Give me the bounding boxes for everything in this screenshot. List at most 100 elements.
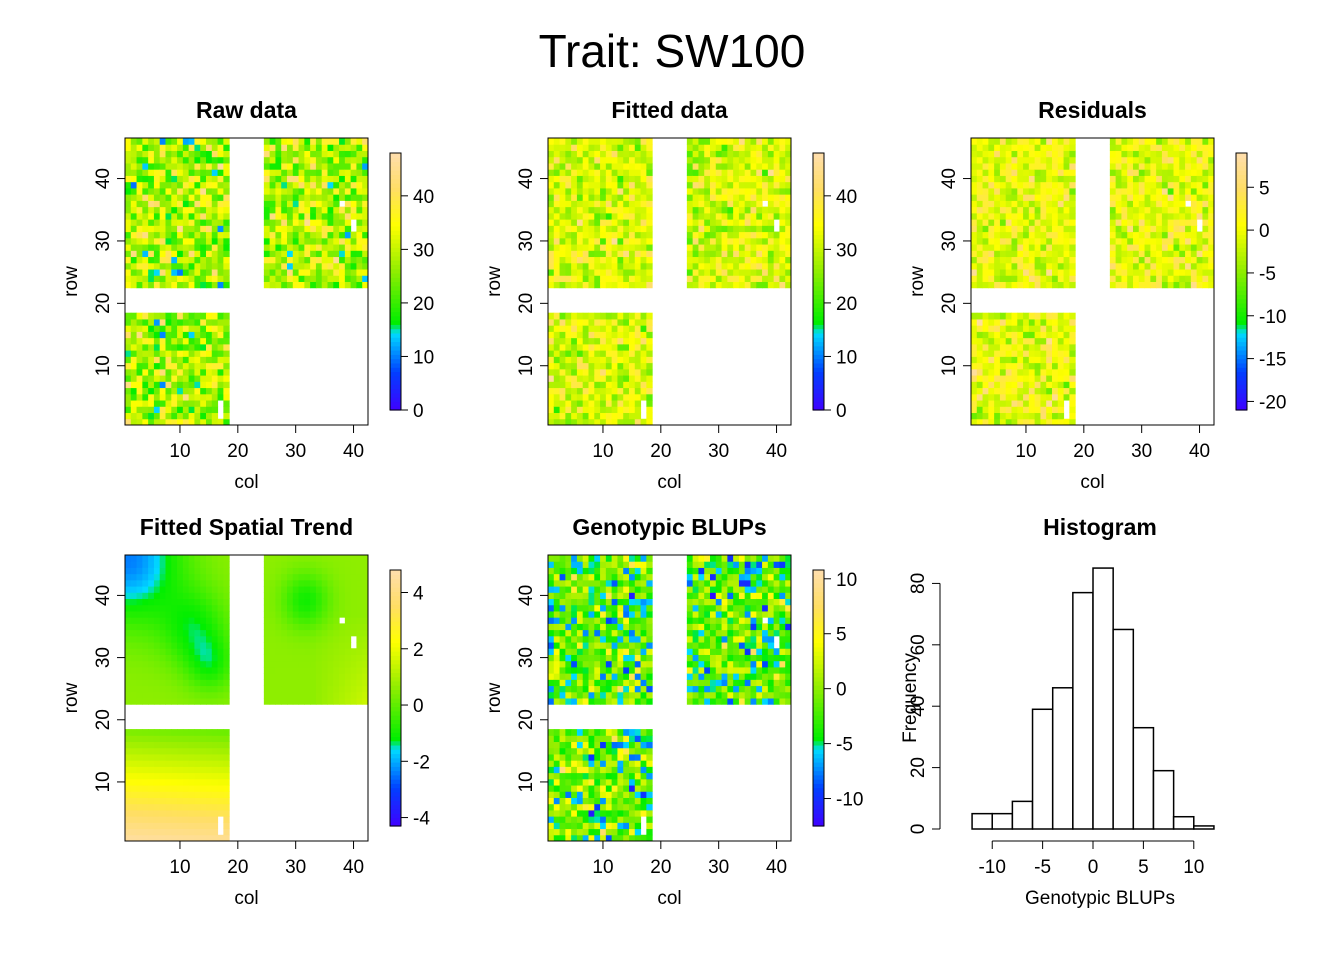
heatmap-cell — [634, 237, 642, 245]
heatmap-cell — [1063, 343, 1070, 351]
heatmap-cell — [756, 244, 763, 251]
heatmap-cell — [315, 598, 323, 606]
heatmap-cell — [1161, 275, 1169, 282]
heatmap-cell — [767, 225, 775, 233]
heatmap-cell — [1063, 325, 1070, 332]
heatmap-cell — [159, 685, 166, 693]
heatmap-cell — [182, 766, 190, 774]
heatmap-cell — [223, 331, 230, 339]
heatmap-cell — [153, 610, 161, 618]
heatmap-cell — [344, 237, 352, 245]
heatmap-cell — [275, 262, 282, 270]
colorbar-segment — [390, 401, 401, 407]
heatmap-cell — [1202, 225, 1209, 233]
heatmap-cell — [159, 592, 166, 600]
heatmap-cell — [686, 212, 694, 220]
heatmap-cell — [194, 256, 201, 264]
heatmap-cell — [559, 356, 566, 364]
heatmap-cell — [600, 175, 607, 183]
heatmap-cell — [362, 194, 369, 201]
heatmap-cell — [159, 150, 166, 158]
heatmap-cell — [304, 679, 311, 687]
heatmap-cell — [194, 685, 201, 693]
heatmap-cell — [576, 256, 584, 264]
heatmap-cell — [269, 144, 276, 151]
heatmap-cell — [206, 598, 213, 606]
heatmap-cell — [315, 250, 323, 258]
heatmap-cell — [211, 648, 219, 655]
heatmap-cell — [976, 262, 984, 270]
heatmap-cell — [206, 212, 213, 220]
heatmap-cell — [281, 604, 288, 612]
heatmap-cell — [576, 250, 584, 258]
heatmap-cell — [333, 244, 340, 251]
heatmap-cell — [130, 387, 138, 395]
heatmap-cell — [177, 760, 184, 767]
heatmap-cell — [1023, 393, 1030, 401]
heatmap-cell — [125, 685, 132, 693]
heatmap-cell — [1028, 331, 1036, 339]
heatmap-cell — [211, 256, 219, 264]
heatmap-cell — [142, 660, 149, 668]
heatmap-cell — [287, 244, 294, 251]
heatmap-cell — [738, 281, 746, 289]
heatmap-cell — [1190, 237, 1198, 245]
heatmap-cell — [1028, 162, 1036, 170]
heatmap-cell — [148, 573, 155, 581]
heatmap-cell — [200, 281, 207, 289]
heatmap-cell — [223, 654, 230, 662]
colorbar-segment — [1236, 281, 1247, 287]
heatmap-cell — [629, 231, 636, 239]
heatmap-cell — [125, 741, 132, 749]
heatmap-cell — [1190, 194, 1198, 201]
heatmap-cell — [310, 654, 317, 662]
heatmap-cell — [594, 244, 601, 251]
heatmap-cell — [148, 666, 155, 674]
heatmap-cell — [292, 567, 300, 575]
heatmap-cell — [281, 212, 288, 220]
heatmap-cell — [600, 150, 607, 158]
heatmap-cell — [1057, 231, 1065, 239]
heatmap-cell — [217, 592, 224, 600]
heatmap-cell — [1161, 231, 1169, 239]
heatmap-cell — [1173, 256, 1180, 264]
heatmap-cell — [988, 150, 995, 158]
heatmap-cell — [315, 206, 323, 214]
heatmap-cell — [565, 156, 572, 164]
heatmap-cell — [1034, 231, 1041, 239]
heatmap-cell — [344, 169, 352, 176]
heatmap-cell — [125, 356, 132, 364]
heatmap-cell — [188, 561, 195, 568]
heatmap-cell — [275, 698, 282, 705]
heatmap-cell — [1046, 262, 1053, 270]
heatmap-cell — [292, 623, 300, 631]
heatmap-cell — [275, 555, 282, 562]
heatmap-cell — [1167, 194, 1174, 201]
heatmap-cell — [738, 250, 746, 258]
heatmap-cell — [125, 766, 132, 774]
colorbar-segment — [1236, 345, 1247, 351]
heatmap-cell — [1040, 250, 1047, 258]
heatmap-cell — [1173, 150, 1180, 158]
heatmap-cell — [136, 691, 143, 699]
heatmap-cell — [292, 200, 300, 208]
heatmap-cell — [1052, 362, 1059, 370]
heatmap-cell — [177, 144, 184, 151]
heatmap-cell — [200, 747, 207, 755]
heatmap-cell — [971, 412, 978, 420]
heatmap-cell — [1173, 181, 1180, 189]
heatmap-cell — [223, 375, 230, 382]
heatmap-cell — [617, 375, 624, 382]
heatmap-cell — [130, 797, 138, 805]
heatmap-cell — [553, 406, 561, 414]
heatmap-cell — [188, 406, 195, 414]
heatmap-cell — [148, 604, 155, 612]
heatmap-cell — [211, 803, 219, 811]
heatmap-cell — [136, 623, 143, 631]
heatmap-cell — [1196, 144, 1203, 151]
heatmap-cell — [356, 623, 363, 631]
heatmap-cell — [1127, 219, 1134, 226]
heatmap-cell — [263, 660, 271, 668]
heatmap-cell — [200, 387, 207, 395]
